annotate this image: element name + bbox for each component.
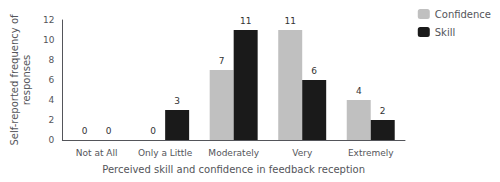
svg-text:Only a Little: Only a Little xyxy=(138,148,193,158)
svg-text:8: 8 xyxy=(49,55,55,65)
svg-text:4: 4 xyxy=(49,95,55,105)
svg-text:Perceived skill and confidence: Perceived skill and confidence in feedba… xyxy=(102,164,365,175)
svg-text:Skill: Skill xyxy=(435,27,455,38)
svg-text:Moderately: Moderately xyxy=(208,148,259,158)
svg-text:12: 12 xyxy=(43,15,54,25)
svg-text:0: 0 xyxy=(150,126,156,136)
svg-text:4: 4 xyxy=(356,86,362,96)
svg-text:11: 11 xyxy=(240,16,251,26)
svg-text:Confidence: Confidence xyxy=(435,9,491,20)
svg-text:6: 6 xyxy=(311,66,317,76)
svg-text:2: 2 xyxy=(380,106,386,116)
svg-text:3: 3 xyxy=(174,96,180,106)
svg-text:6: 6 xyxy=(49,75,55,85)
svg-text:11: 11 xyxy=(284,16,295,26)
svg-text:0: 0 xyxy=(82,126,88,136)
svg-text:10: 10 xyxy=(43,35,55,45)
svg-text:0: 0 xyxy=(49,135,55,145)
svg-text:Very: Very xyxy=(292,148,313,158)
svg-text:Extremely: Extremely xyxy=(348,148,394,158)
svg-text:Self-reported frequency of: Self-reported frequency of xyxy=(9,14,20,146)
svg-text:0: 0 xyxy=(106,126,112,136)
svg-text:Not at All: Not at All xyxy=(76,148,118,158)
svg-text:responses: responses xyxy=(21,55,32,106)
svg-text:7: 7 xyxy=(219,56,225,66)
svg-text:2: 2 xyxy=(49,115,55,125)
